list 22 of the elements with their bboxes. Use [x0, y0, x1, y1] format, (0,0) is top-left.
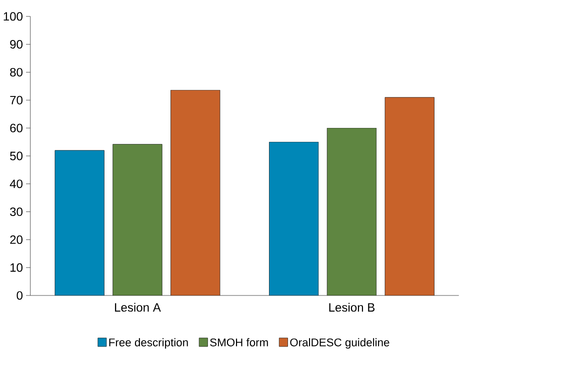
- y-tick-label: 20: [10, 236, 23, 244]
- y-tick-label: 90: [10, 40, 23, 49]
- legend-label: SMOH form: [210, 338, 268, 347]
- y-tick-label: 60: [10, 124, 23, 133]
- bar: [112, 144, 162, 296]
- bar: [326, 128, 377, 296]
- y-tick-label: 70: [10, 96, 23, 105]
- x-tick-label: Lesion A: [115, 303, 161, 312]
- legend-label: Free description: [109, 338, 188, 349]
- x-tick-label: Lesion B: [329, 303, 375, 312]
- y-tick-label: 50: [10, 152, 23, 160]
- y-tick-label: 100: [4, 12, 23, 21]
- y-tick-label: 0: [16, 291, 23, 300]
- bar: [384, 97, 434, 296]
- y-tick-label: 80: [10, 68, 23, 77]
- y-tick-label: 30: [10, 208, 23, 216]
- bar: [269, 142, 319, 296]
- bar: [54, 150, 104, 296]
- bar: [170, 90, 220, 296]
- legend-label: OralDESC guideline: [290, 338, 390, 349]
- y-tick-label: 10: [10, 264, 23, 272]
- y-tick-label: 40: [10, 180, 23, 188]
